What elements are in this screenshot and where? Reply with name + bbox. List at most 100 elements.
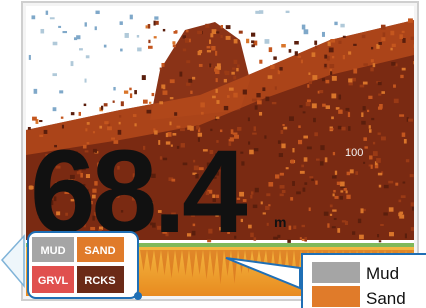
echo-speck: [373, 63, 376, 67]
echo-speck: [343, 55, 345, 59]
echo-speck: [298, 140, 302, 144]
page: {"display": {"depth": "68.4", "unit": "m…: [0, 0, 426, 308]
echo-speck: [368, 96, 372, 99]
echo-speck: [224, 71, 227, 74]
echo-speck: [399, 215, 404, 219]
echo-speck: [270, 65, 274, 69]
echo-speck: [369, 129, 372, 133]
echo-speck: [198, 51, 201, 55]
echo-speck: [322, 32, 325, 37]
echo-speck: [279, 153, 283, 157]
echo-speck: [129, 88, 131, 91]
echo-speck: [104, 121, 108, 124]
echo-speck: [344, 188, 347, 191]
echo-speck: [376, 158, 381, 163]
echo-speck: [281, 144, 285, 149]
echo-speck: [246, 39, 249, 43]
echo-speck: [160, 68, 163, 70]
echo-speck: [104, 45, 107, 48]
echo-speck: [277, 235, 280, 238]
echo-speck: [343, 36, 346, 38]
echo-speck: [378, 82, 382, 85]
echo-speck: [119, 122, 121, 125]
legend-swatch: [312, 262, 360, 283]
echo-speck: [211, 46, 215, 51]
echo-speck: [87, 122, 90, 125]
echo-speck: [373, 142, 375, 144]
echo-speck: [85, 22, 87, 26]
echo-speck: [340, 24, 344, 28]
echo-speck: [172, 41, 175, 44]
echo-speck: [353, 69, 357, 74]
echo-speck: [332, 56, 334, 58]
echo-speck: [257, 100, 262, 104]
echo-speck: [361, 121, 365, 125]
echo-speck: [302, 225, 305, 227]
echo-speck: [383, 32, 386, 36]
echo-speck: [304, 182, 307, 185]
echo-speck: [268, 182, 273, 187]
echo-speck: [278, 140, 281, 144]
echo-speck: [304, 237, 307, 242]
echo-speck: [348, 51, 351, 54]
echo-speck: [149, 102, 151, 104]
echo-speck: [147, 110, 152, 114]
echo-speck: [337, 228, 340, 233]
echo-speck: [210, 33, 213, 37]
echo-speck: [269, 47, 272, 52]
echo-speck: [267, 223, 269, 226]
echo-speck: [329, 64, 334, 68]
echo-speck: [371, 47, 373, 50]
echo-speck: [137, 47, 141, 51]
echo-speck: [402, 68, 406, 71]
echo-speck: [264, 135, 266, 138]
echo-speck: [255, 188, 259, 192]
echo-speck: [404, 139, 407, 144]
legend-swatch: [312, 286, 360, 307]
echo-speck: [303, 188, 306, 192]
echo-speck: [358, 219, 361, 223]
echo-speck: [301, 165, 304, 168]
echo-speck: [362, 35, 365, 38]
echo-speck: [301, 60, 303, 64]
echo-speck: [331, 93, 336, 98]
echo-speck: [268, 75, 273, 79]
echo-speck: [201, 112, 204, 115]
echo-speck: [161, 63, 164, 67]
echo-speck: [298, 56, 301, 58]
echo-speck: [309, 81, 312, 84]
echo-speck: [59, 90, 63, 93]
echo-speck: [391, 62, 395, 66]
echo-speck: [231, 72, 234, 75]
echo-speck: [389, 232, 394, 236]
echo-speck: [31, 15, 35, 19]
echo-speck: [251, 191, 253, 194]
echo-speck: [183, 49, 186, 52]
echo-speck: [390, 48, 392, 51]
echo-speck: [95, 11, 99, 14]
echo-speck: [411, 37, 414, 40]
echo-speck: [332, 209, 336, 211]
echo-speck: [408, 119, 413, 122]
echo-speck: [266, 193, 270, 196]
echo-speck: [360, 85, 365, 88]
echo-speck: [41, 29, 45, 33]
echo-speck: [346, 195, 350, 199]
echo-speck: [159, 101, 163, 104]
echo-speck: [303, 111, 306, 113]
echo-speck: [402, 133, 406, 137]
echo-speck: [319, 90, 323, 93]
echo-speck: [192, 77, 195, 80]
echo-speck: [399, 114, 404, 116]
echo-speck: [251, 33, 255, 37]
echo-speck: [380, 224, 384, 226]
echo-speck: [383, 212, 387, 215]
echo-speck: [216, 89, 218, 93]
echo-speck: [254, 126, 256, 131]
echo-speck: [121, 101, 124, 106]
echo-speck: [143, 100, 148, 104]
echo-speck: [227, 95, 230, 98]
echo-speck: [273, 237, 278, 240]
scale-label: 100: [345, 147, 363, 159]
echo-speck: [287, 240, 291, 243]
